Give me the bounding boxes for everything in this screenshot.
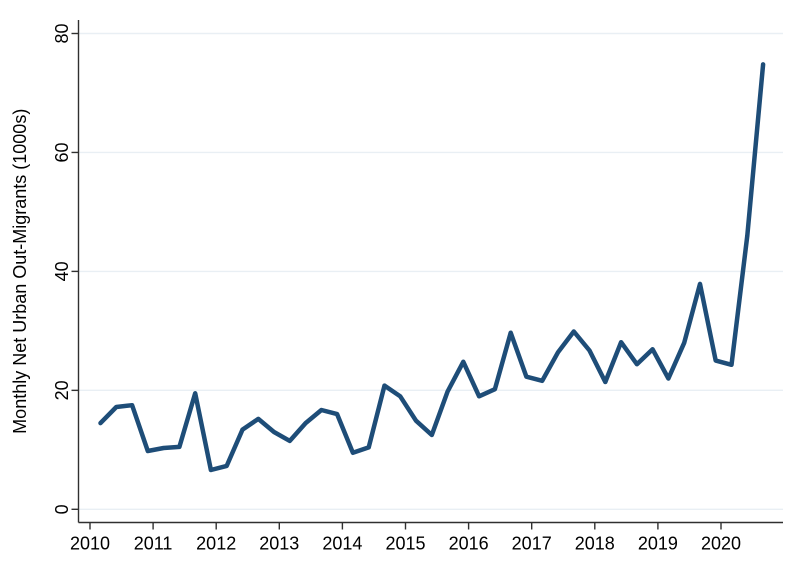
gridlines: [78, 32, 783, 510]
y-tick-label-80: 80: [52, 23, 72, 43]
x-tick-label-2017: 2017: [512, 534, 552, 554]
x-tick-label-2012: 2012: [196, 534, 236, 554]
x-axis-ticks: [89, 522, 722, 530]
y-axis-tick-labels: 0 20 40 60 80: [52, 23, 72, 514]
x-tick-label-2011: 2011: [134, 534, 173, 554]
y-axis-ticks: [71, 32, 79, 510]
x-tick-label-2015: 2015: [385, 534, 425, 554]
y-tick-label-40: 40: [52, 261, 72, 281]
x-tick-label-2013: 2013: [259, 534, 299, 554]
x-tick-label-2020: 2020: [701, 534, 741, 554]
y-tick-label-20: 20: [52, 380, 72, 400]
x-tick-label-2010: 2010: [70, 534, 110, 554]
x-tick-label-2018: 2018: [575, 534, 615, 554]
x-tick-label-2014: 2014: [322, 534, 362, 554]
y-tick-label-0: 0: [52, 504, 72, 514]
y-axis-title: Monthly Net Urban Out-Migrants (1000s): [10, 109, 30, 434]
data-series-line: [98, 62, 766, 473]
y-tick-label-60: 60: [52, 142, 72, 162]
x-axis-tick-labels: 2010 2011 2012 2013 2014 2015 2016 2017 2018 2019…: [70, 534, 741, 554]
x-tick-label-2019: 2019: [638, 534, 678, 554]
x-tick-label-2016: 2016: [449, 534, 489, 554]
